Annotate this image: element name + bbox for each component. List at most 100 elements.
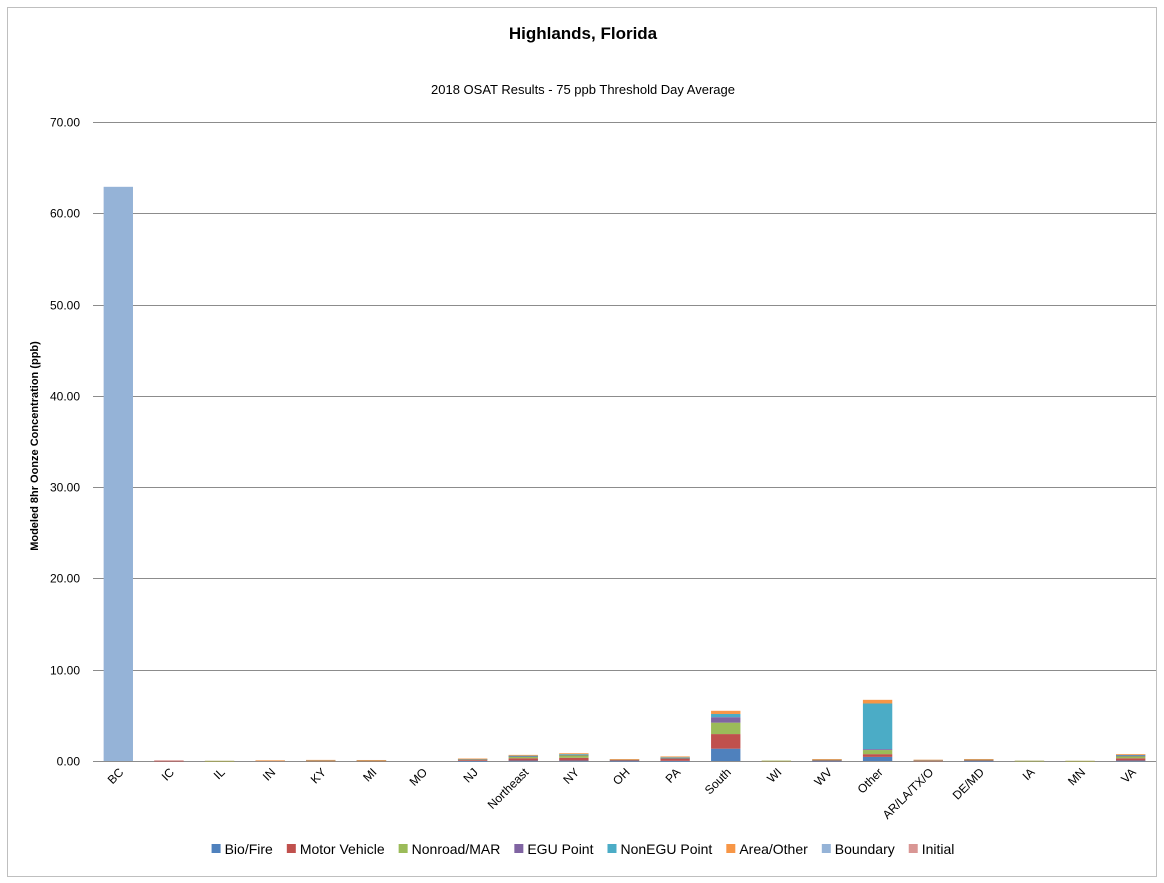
bar-segment-va-nonroad-mar <box>1116 755 1146 759</box>
y-tick-label: 20.00 <box>50 572 80 586</box>
bar-segment-pa-area-other <box>660 756 690 758</box>
bar-segment-northeast-nonegu-point <box>508 755 538 757</box>
legend-label: Initial <box>922 841 955 857</box>
bar-segment-ny-egu-point <box>559 754 589 756</box>
bar-segment-south-motor-vehicle <box>711 734 741 749</box>
bar-segment-pa-motor-vehicle <box>660 758 690 761</box>
bar-segment-south-bio-fire <box>711 748 741 761</box>
bar-segment-va-motor-vehicle <box>1116 758 1146 761</box>
bar-segment-ky-area-other <box>306 759 336 761</box>
bar-segment-wv-area-other <box>812 759 842 760</box>
y-tick-label: 60.00 <box>50 207 80 221</box>
x-tick-label: MN <box>1065 765 1088 788</box>
bar-segment-de-md-area-other <box>964 758 994 760</box>
y-tick-label: 10.00 <box>50 664 80 678</box>
x-tick-label: PA <box>663 765 684 786</box>
x-tick-label: Northeast <box>485 765 532 812</box>
x-tick-label: VA <box>1118 765 1139 786</box>
bar-segment-ny-nonegu-point <box>559 754 589 755</box>
bar-segment-south-nonegu-point <box>711 713 741 718</box>
bar-segment-nj-bio-fire <box>457 760 488 762</box>
y-axis-label: Modeled 8hr Oonze Concentration (ppb) <box>29 341 41 551</box>
legend-swatch <box>726 844 736 853</box>
bar-segment-oh-motor-vehicle <box>609 760 640 762</box>
bar-segment-other-bio-fire <box>862 756 893 761</box>
bar-segment-northeast-nonroad-mar <box>508 756 538 759</box>
bar-segment-va-bio-fire <box>1116 760 1146 762</box>
x-tick-label: IN <box>260 765 278 783</box>
legend-swatch <box>211 844 221 853</box>
legend-label: Bio/Fire <box>225 841 273 857</box>
legend-label: EGU Point <box>527 841 593 857</box>
y-tick-label: 70.00 <box>50 116 80 130</box>
legend-item: Nonroad/MAR <box>398 841 501 857</box>
bar-segment-il-nonroad-mar <box>204 760 235 762</box>
bar-segment-mn-nonroad-mar <box>1065 760 1095 762</box>
bar-segment-bc-boundary <box>103 186 133 761</box>
legend-swatch <box>607 844 617 853</box>
bar-segment-ic-motor-vehicle <box>154 760 184 762</box>
bar-segment-pa-nonegu-point <box>660 757 690 759</box>
x-tick-label: NJ <box>460 765 480 785</box>
x-tick-label: South <box>702 765 734 797</box>
x-tick-label: BC <box>105 765 127 787</box>
bar-segment-ny-area-other <box>559 753 589 755</box>
bar-segment-south-area-other <box>711 710 741 714</box>
x-tick-label: DE/MD <box>950 765 987 802</box>
bar-segment-ic-initial <box>154 760 184 762</box>
chart-title: Highlands, Florida <box>509 24 658 43</box>
legend-item: NonEGU Point <box>607 841 712 857</box>
bar-segment-va-nonegu-point <box>1116 754 1146 756</box>
legend-label: Nonroad/MAR <box>412 841 501 857</box>
x-tick-label: IA <box>1020 765 1038 783</box>
legend-item: Initial <box>908 841 955 857</box>
legend-item: Boundary <box>821 841 895 857</box>
bar-segment-ny-motor-vehicle <box>559 757 589 761</box>
x-tick-label: IC <box>159 765 178 784</box>
bar-segment-wv-bio-fire <box>812 760 842 762</box>
chart-frame: Highlands, Florida 2018 OSAT Results - 7… <box>7 7 1157 877</box>
x-tick-label: IL <box>211 765 228 782</box>
bar-segment-other-egu-point <box>862 749 893 751</box>
x-tick-label: Other <box>855 765 886 796</box>
x-tick-label: WI <box>764 765 784 785</box>
bars-layer <box>103 186 1146 762</box>
legend-swatch <box>908 844 918 853</box>
bar-segment-south-nonroad-mar <box>711 722 741 735</box>
bar-segment-wi-nonroad-mar <box>761 760 792 762</box>
bar-segment-oh-area-other <box>609 759 640 760</box>
bar-segment-ny-nonroad-mar <box>559 755 589 758</box>
bar-segment-va-area-other <box>1116 754 1146 755</box>
bar-segment-mi-area-other <box>356 759 387 761</box>
bar-segment-de-md-motor-vehicle <box>964 760 994 762</box>
bar-segment-other-nonroad-mar <box>862 750 893 755</box>
x-tick-label: AR/LA/TX/O <box>880 765 937 822</box>
y-tick-label: 40.00 <box>50 390 80 404</box>
legend-label: Motor Vehicle <box>300 841 385 857</box>
x-tick-layer: BC IC IL IN KY MI MO NJ Northeast NY OH PA South WI WV… <box>105 765 1139 822</box>
bar-segment-nj-motor-vehicle <box>457 760 488 761</box>
chart-subtitle: 2018 OSAT Results - 75 ppb Threshold Day… <box>431 82 735 97</box>
bar-segment-northeast-area-other <box>508 754 538 756</box>
bar-segment-northeast-motor-vehicle <box>508 758 538 761</box>
bar-segment-wv-motor-vehicle <box>812 760 842 762</box>
bar-segment-va-egu-point <box>1116 755 1146 757</box>
bar-segment-oh-bio-fire <box>609 760 640 762</box>
x-tick-label: NY <box>560 765 582 787</box>
x-tick-label: WV <box>812 765 836 789</box>
legend-item: Motor Vehicle <box>286 841 385 857</box>
bar-segment-northeast-egu-point <box>508 756 538 757</box>
legend-item: EGU Point <box>514 841 594 857</box>
y-tick-label: 30.00 <box>50 481 80 495</box>
x-tick-label: OH <box>610 765 633 788</box>
bar-segment-pa-bio-fire <box>660 760 690 762</box>
legend-swatch <box>398 844 408 853</box>
legend-item: Bio/Fire <box>211 841 273 857</box>
y-tick-label: 0.00 <box>57 755 81 769</box>
bar-segment-other-area-other <box>862 699 893 704</box>
bar-segment-ar-la-tx-o-area-other <box>913 759 943 761</box>
bar-segment-ny-bio-fire <box>559 760 589 762</box>
legend-swatch <box>821 844 831 853</box>
grid-layer: 0.00 10.00 20.00 30.00 40.00 50.00 60.00 70.00 <box>50 116 1156 769</box>
bar-segment-in-area-other <box>255 760 285 762</box>
